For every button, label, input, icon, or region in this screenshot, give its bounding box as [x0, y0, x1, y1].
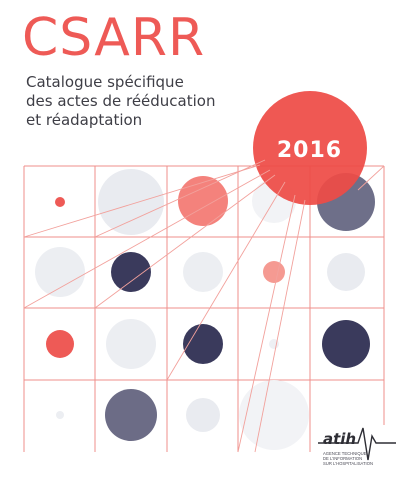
tagline-line: SUR L'HOSPITALISATION: [323, 461, 373, 466]
dot-r2c2: [111, 252, 151, 292]
subtitle-line: des actes de rééducation: [26, 92, 216, 110]
tagline-line: AGENCE TECHNIQUE: [323, 451, 367, 456]
dot-r4c4: [239, 380, 309, 450]
connector-lines: [23, 159, 385, 453]
subtitle-line: et réadaptation: [26, 111, 143, 129]
edition-year: 2016: [276, 138, 343, 163]
dot-r3c2: [106, 319, 156, 369]
heartbeat-line-icon: [318, 427, 396, 461]
subtitle-line: Catalogue spécifique: [26, 73, 184, 91]
tagline-line: DE L'INFORMATION: [323, 456, 363, 461]
year-circle: [253, 91, 367, 205]
dot-r4c3: [186, 398, 220, 432]
dot-r1c3: [178, 176, 228, 226]
dot-r3c1: [46, 330, 74, 358]
dot-r4c2: [105, 389, 157, 441]
dot-r2c1: [35, 247, 85, 297]
publisher-tagline: AGENCE TECHNIQUE DE L'INFORMATION SUR L'…: [323, 451, 383, 466]
dot-r3c5: [322, 320, 370, 368]
dot-r1c2: [98, 169, 164, 235]
dot-r2c3: [183, 252, 223, 292]
publisher-logo: atih: [323, 430, 357, 448]
dot-r1c1: [55, 197, 65, 207]
dot-r2c5: [327, 253, 365, 291]
report-title: CSARR: [22, 8, 206, 68]
dot-r2c4: [263, 261, 285, 283]
dot-r3c3: [183, 324, 223, 364]
grid: [23, 165, 385, 452]
report-subtitle: Catalogue spécifique des actes de rééduc…: [26, 73, 256, 130]
dot-r4c1: [56, 411, 64, 419]
